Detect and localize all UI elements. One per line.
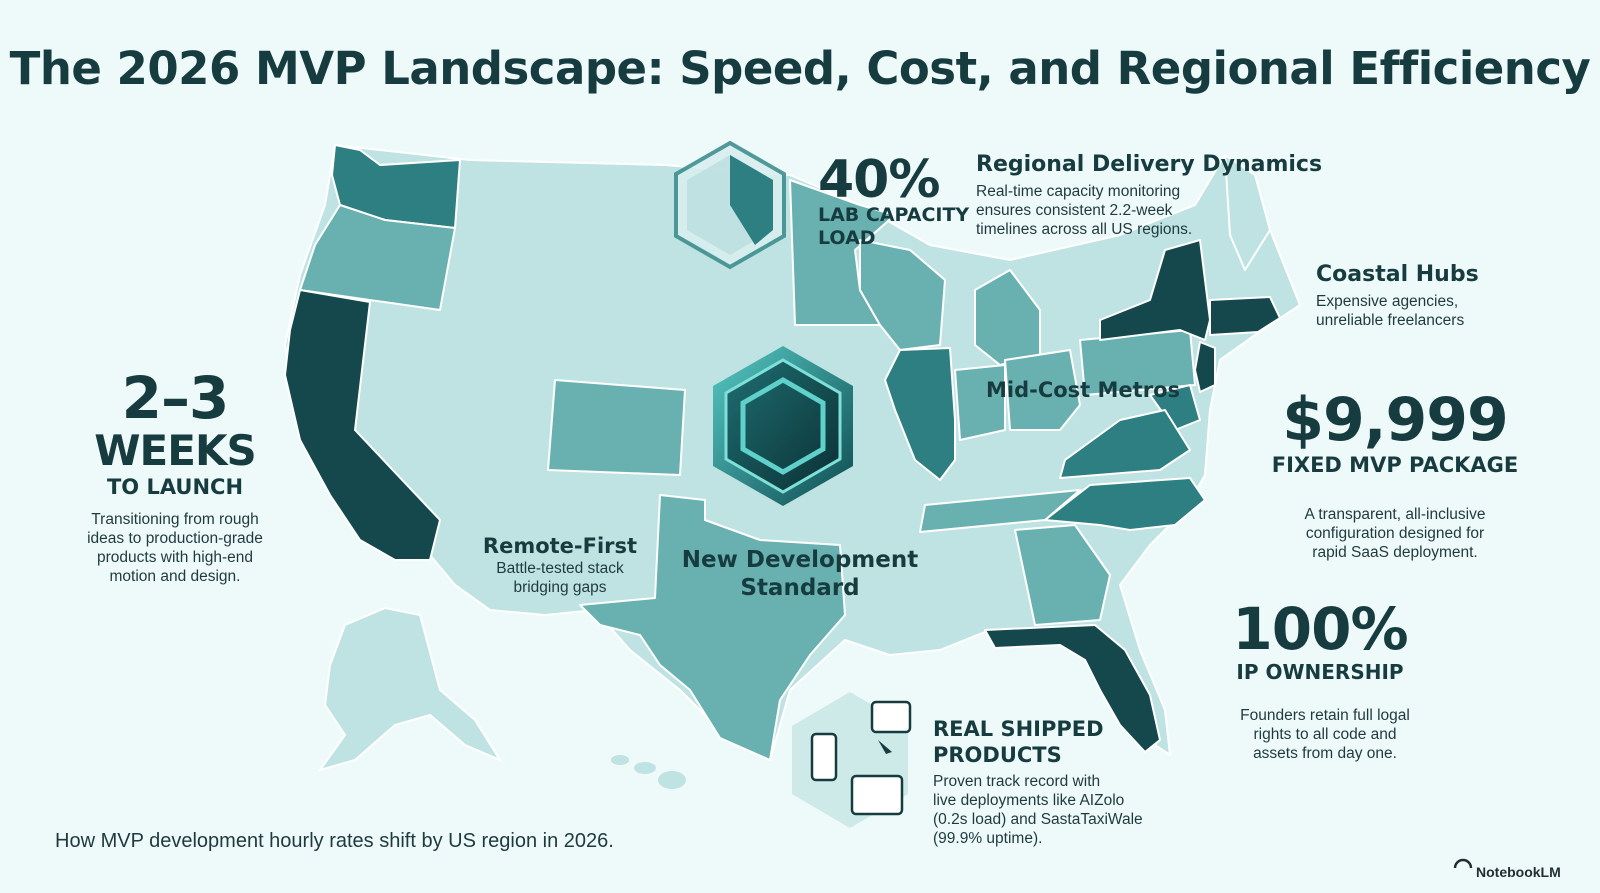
state-north-carolina (1044, 477, 1206, 531)
shipped-body: Proven track record with live deployment… (933, 772, 1143, 848)
lab-capacity-label: LAB CAPACITY LOAD (818, 204, 969, 250)
state-illinois (884, 347, 956, 481)
state-ohio (1004, 349, 1081, 431)
price-sub: FIXED MVP PACKAGE (1271, 453, 1519, 477)
remote-body-line: Battle-tested stack (496, 560, 624, 577)
state-virginia (1059, 409, 1191, 479)
state-indiana (954, 364, 1006, 441)
regional-body-line: timelines across all US regions. (976, 221, 1193, 238)
weeks-body-line: Transitioning from rough (91, 511, 259, 528)
state-massachusetts (1209, 296, 1281, 336)
state-colorado (547, 379, 686, 476)
ip-body: Founders retain full logal rights to all… (1220, 706, 1430, 763)
shipped-heading-line1: REAL SHIPPED (933, 717, 1104, 741)
ip-sub: IP OWNERSHIP (1236, 660, 1404, 684)
page-title: The 2026 MVP Landscape: Speed, Cost, and… (9, 42, 1591, 95)
state-texas (579, 494, 846, 761)
remote-heading: Remote-First (482, 534, 638, 558)
ip-body-line: assets from day one. (1253, 745, 1397, 762)
state-alaska (317, 606, 503, 772)
ip-block: 100% IP OWNERSHIP (1215, 598, 1425, 685)
map-caption: How MVP development hourly rates shift b… (55, 830, 614, 852)
lab-capacity-label-line1: LAB CAPACITY (818, 204, 970, 226)
weeks-body-line: products with high-end (97, 549, 253, 566)
state-oregon (299, 204, 456, 311)
shipped-body-line: live deployments like AIZolo (933, 792, 1125, 809)
state-california (284, 289, 441, 561)
mid-cost-heading: Mid-Cost Metros (986, 378, 1180, 402)
lab-capacity-gauge (674, 140, 786, 270)
regional-heading: Regional Delivery Dynamics (976, 152, 1323, 177)
weeks-value: 2–3 (121, 364, 230, 432)
state-minnesota (789, 179, 896, 326)
hexagon-badge-icon (713, 346, 853, 506)
lab-capacity-label-line2: LOAD (818, 227, 876, 249)
standard-label: New Development Standard (670, 546, 930, 602)
state-maine (1224, 154, 1271, 271)
standard-line2: Standard (740, 575, 860, 601)
price-body-line: configuration designed for (1305, 525, 1485, 542)
ip-body-line: rights to all code and (1253, 726, 1397, 743)
brand-label: NotebookLM (1476, 864, 1561, 880)
shipped-body-line: (0.2s load) and SastaTaxiWale (933, 811, 1143, 828)
weeks-body: Transitioning from rough ideas to produc… (70, 510, 280, 586)
weeks-block: 2–3 WEEKS TO LAUNCH (80, 368, 270, 500)
price-body-line: A transparent, all-inclusive (1304, 506, 1486, 523)
price-value: $9,999 (1282, 385, 1509, 455)
state-florida (984, 624, 1161, 753)
price-block: $9,999 FIXED MVP PACKAGE (1270, 388, 1520, 478)
ip-body-line: Founders retain full logal (1240, 707, 1410, 724)
shipped-body-line: (99.9% uptime). (933, 830, 1043, 847)
state-tennessee (919, 489, 1081, 533)
weeks-sub: TO LAUNCH (106, 475, 244, 499)
ip-value: 100% (1232, 595, 1408, 663)
lab-capacity-value: 40% (818, 150, 940, 210)
state-hawaii (611, 755, 686, 789)
remote-body-line: bridging gaps (513, 579, 607, 596)
devices-icon (792, 692, 912, 828)
state-georgia (1014, 524, 1111, 626)
shipped-heading: REAL SHIPPED PRODUCTS (933, 716, 1104, 768)
shipped-body-line: Proven track record with (933, 773, 1101, 790)
gauge-fill (730, 155, 773, 245)
regional-body: Real-time capacity monitoring ensures co… (976, 182, 1192, 239)
standard-line1: New Development (681, 547, 919, 573)
price-body-line: rapid SaaS deployment. (1312, 544, 1478, 561)
remote-block: Remote-First Battle-tested stack bridgin… (460, 533, 660, 597)
shipped-heading-line2: PRODUCTS (933, 743, 1062, 767)
weeks-unit: WEEKS (94, 426, 257, 475)
weeks-body-line: ideas to production-grade (87, 530, 263, 547)
notebooklm-logo-icon (1453, 858, 1473, 869)
coastal-body: Expensive agencies, unreliable freelance… (1316, 292, 1464, 330)
price-body: A transparent, all-inclusive configurati… (1280, 505, 1510, 562)
regional-body-line: ensures consistent 2.2-week (976, 202, 1173, 219)
state-wisconsin (859, 239, 946, 351)
coastal-body-line: Expensive agencies, (1316, 293, 1459, 310)
state-new-jersey (1194, 341, 1216, 393)
weeks-body-line: motion and design. (109, 568, 241, 585)
regional-body-line: Real-time capacity monitoring (976, 183, 1181, 200)
coastal-body-line: unreliable freelancers (1316, 312, 1465, 329)
coastal-heading: Coastal Hubs (1316, 262, 1479, 287)
